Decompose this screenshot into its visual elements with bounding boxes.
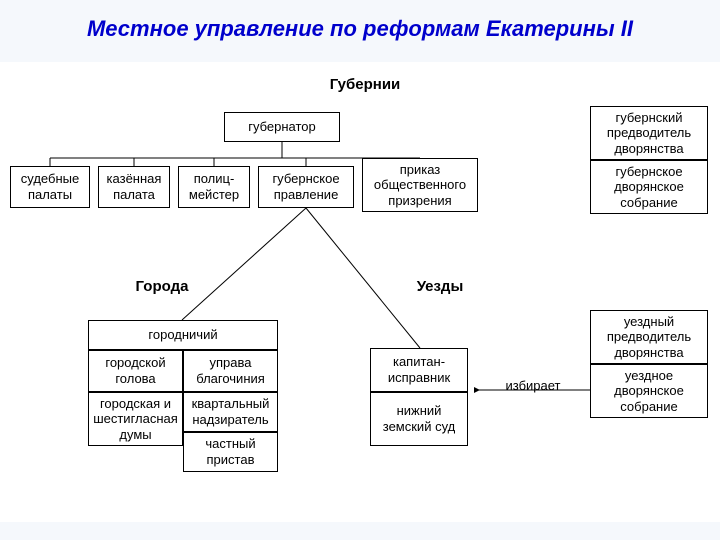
box-kapitan-ispravnik: капитан-исправник — [370, 348, 468, 392]
box-prikaz: приказ общественного призрения — [362, 158, 478, 212]
box-uezd-predvoditel: уездный предводитель дворянства — [590, 310, 708, 364]
box-gub-predvoditel: губернский предводитель дворянства — [590, 106, 708, 160]
label-izbiraet: избирает — [498, 378, 568, 393]
box-gubernskoe-pravlenie: губернское правление — [258, 166, 354, 208]
box-gub-sobranie: губернское дворянское собрание — [590, 160, 708, 214]
box-uprava: управа благочиния — [183, 350, 278, 392]
box-gorodnichiy: городничий — [88, 320, 278, 350]
box-polic-meister: полиц-мейстер — [178, 166, 250, 208]
box-gorodskoy-golova: городской голова — [88, 350, 183, 392]
page-title: Местное управление по реформам Екатерины… — [0, 16, 720, 42]
box-nizhniy-sud: нижний земский суд — [370, 392, 468, 446]
box-kazennaya-palata: казённая палата — [98, 166, 170, 208]
box-gubernator: губернатор — [224, 112, 340, 142]
heading-gubernii: Губернии — [315, 76, 415, 93]
heading-uezdy: Уезды — [390, 278, 490, 295]
diagram-canvas: Местное управление по реформам Екатерины… — [0, 0, 720, 540]
box-uezd-sobranie: уездное дворянское собрание — [590, 364, 708, 418]
box-sudebnye-palaty: судебные палаты — [10, 166, 90, 208]
box-kvartalnyy-nadziratel: квартальный надзиратель — [183, 392, 278, 432]
heading-goroda: Города — [112, 278, 212, 295]
box-gor-dumy: городская и шестигласная думы — [88, 392, 183, 446]
box-chastnyy-pristav: частный пристав — [183, 432, 278, 472]
